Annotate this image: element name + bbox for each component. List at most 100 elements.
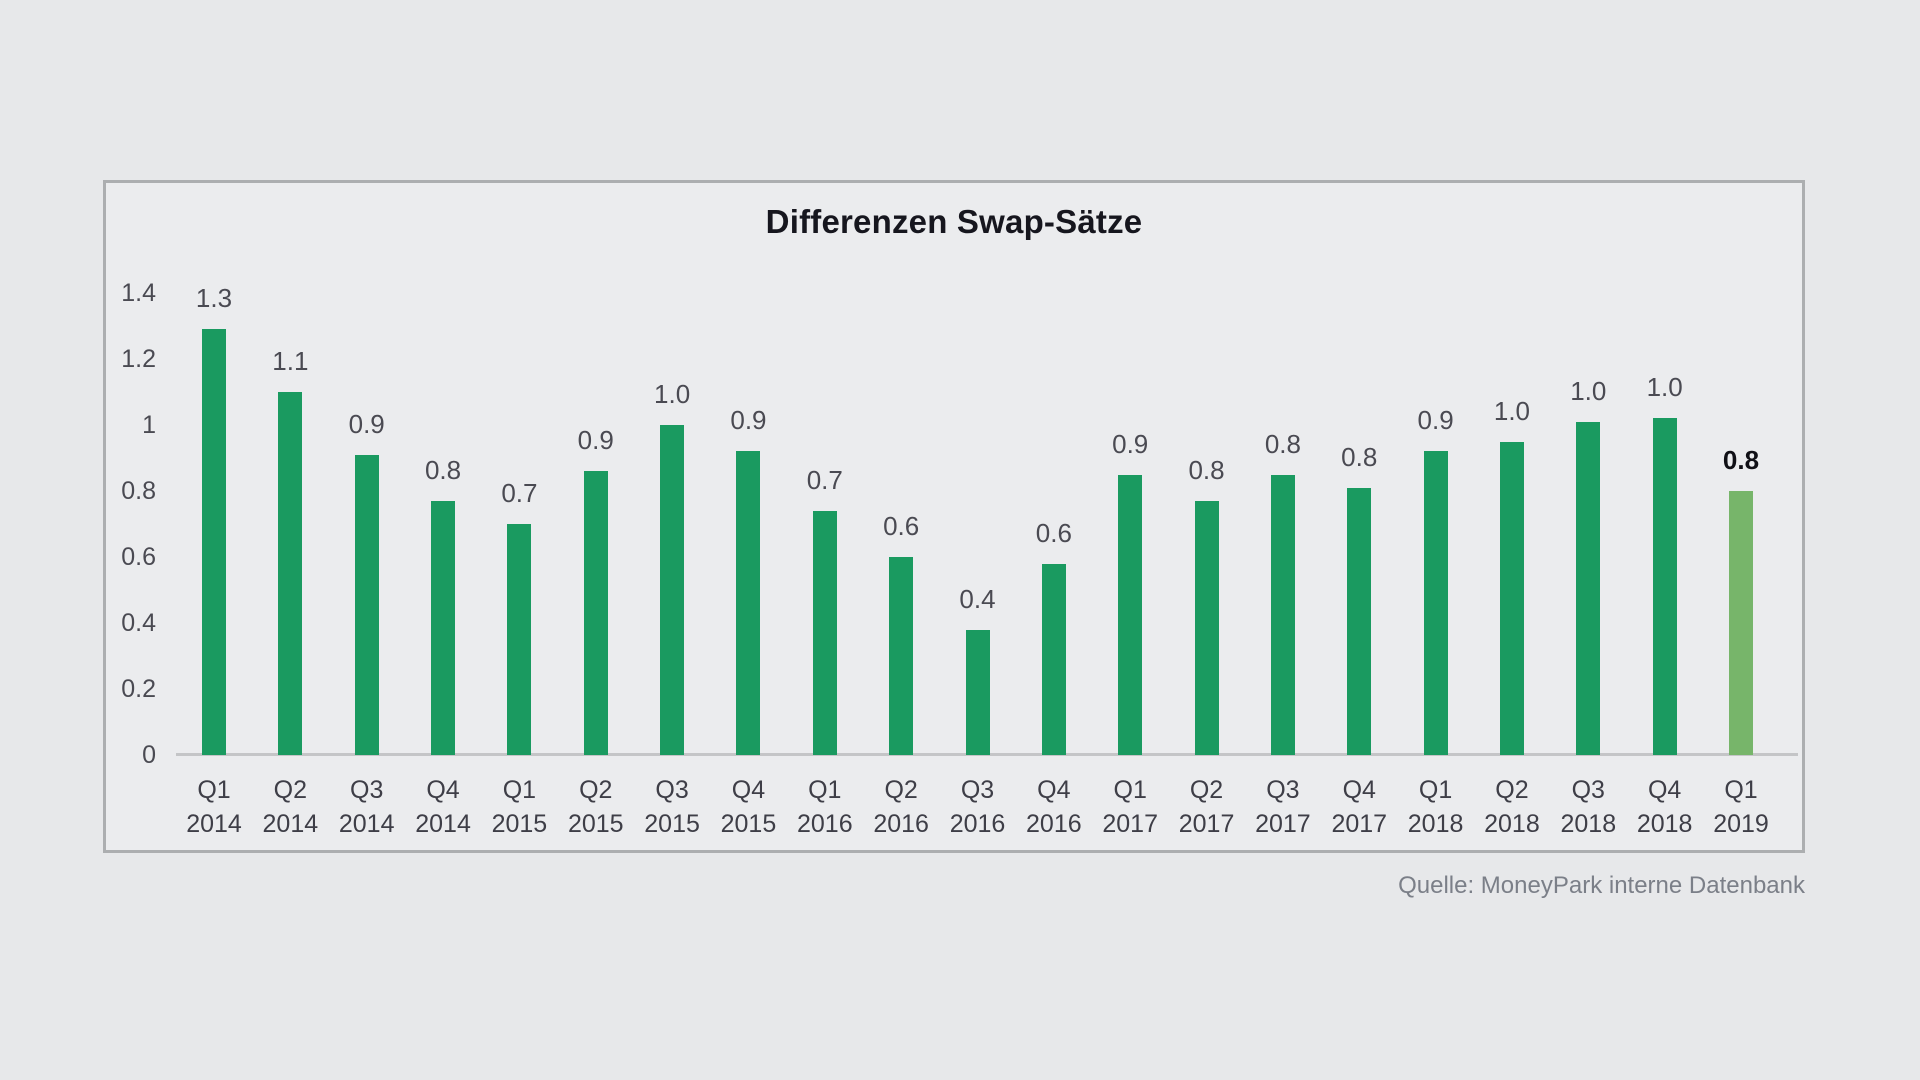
bar-chart-plot: 1.4 1.2 1 0.8 0.6 0.4 0.2 0 1.3 Q1 2014 1.1 Q2 2014 0.… [106,183,1802,850]
bar-value-label: 1.0 [1646,372,1683,403]
bar-value-label: 0.7 [806,464,843,495]
bar-q4-2018 [1652,418,1677,755]
x-label-year: 2018 [1484,810,1540,838]
bar-q3-2016 [965,629,990,755]
bar-value-label: 0.9 [577,425,614,456]
x-label-quarter: Q3 [655,776,689,804]
bar-q3-2014 [354,454,379,755]
x-label-year: 2014 [262,810,319,838]
bar-value-label: 0.7 [501,478,538,508]
x-axis-category-label: Q1 2019 [1691,773,1791,841]
bar-q1-2019 [1729,491,1753,755]
x-label-year: 2018 [1407,810,1464,838]
x-label-year: 2014 [415,810,471,838]
bar-q4-2016 [1041,563,1066,755]
y-axis-tick-label: 0.8 [121,477,156,505]
chart-title: Differenzen Swap-Sätze [765,203,1143,240]
bar-q1-2018 [1423,451,1448,755]
x-axis-category-label: Q1 2016 [775,773,875,841]
x-label-quarter: Q4 [1647,776,1682,804]
x-label-year: 2018 [1560,810,1617,838]
bar-value-label: 0.8 [424,454,462,485]
bar-q4-2017 [1347,487,1372,755]
bar-value-label: 0.9 [730,405,767,436]
y-axis-tick-label: 0 [142,741,156,769]
x-axis-category-label: Q3 2016 [928,773,1028,841]
x-axis-category-label: Q2 2018 [1462,773,1562,841]
bar-value-label: 0.8 [1188,454,1225,485]
x-axis-category-label: Q3 2018 [1538,773,1638,841]
chart-panel: Differenzen Swap-Sätze 1.4 1.2 1 0.8 0.6 0.4 0… [103,180,1805,853]
bar-q2-2015 [583,471,608,755]
x-axis-category-label: Q3 2014 [317,773,417,841]
bar-q4-2014 [431,500,456,755]
bar-value-label: 0.8 [1264,428,1301,459]
x-label-year: 2016 [796,810,853,838]
y-axis-tick-label: 1.2 [121,345,156,373]
x-label-quarter: Q4 [731,776,766,804]
x-axis-category-label: Q4 2016 [1004,773,1104,841]
bar-value-label: 1.1 [272,346,309,376]
bar-q2-2014 [278,392,303,755]
source-caption: Quelle: MoneyPark interne Datenbank [1398,872,1805,899]
x-axis-category-label: Q4 2018 [1615,773,1715,841]
bar-value-label: 1.0 [1570,375,1607,406]
x-axis-category-label: Q1 2014 [164,773,264,841]
x-label-year: 2016 [1026,810,1082,838]
bar-q2-2016 [889,557,914,755]
y-axis-tick-label: 0.6 [121,543,156,571]
bar-q1-2017 [1118,474,1143,755]
bar-q1-2015 [507,524,532,755]
x-label-quarter: Q1 [502,776,537,804]
x-label-quarter: Q3 [1571,776,1605,804]
x-label-year: 2014 [338,810,395,838]
bar-value-label: 0.9 [348,408,385,439]
x-axis-category-label: Q3 2015 [622,773,722,841]
x-label-quarter: Q2 [579,776,613,804]
x-axis-category-label: Q1 2017 [1080,773,1180,841]
x-label-quarter: Q1 [1113,776,1147,804]
x-label-quarter: Q3 [960,776,995,804]
bar-q1-2014 [202,329,226,755]
bar-value-label: 0.4 [959,583,996,614]
x-axis-category-label: Q3 2017 [1233,773,1333,841]
x-label-year: 2015 [644,810,700,838]
bar-q3-2015 [660,425,685,755]
y-axis-tick-label: 1.4 [121,279,156,307]
bar-q2-2018 [1499,441,1524,755]
bar-q2-2017 [1194,500,1219,755]
y-axis-tick-label: 0.4 [121,609,156,637]
x-label-quarter: Q2 [1495,776,1529,804]
x-label-year: 2016 [949,810,1006,838]
bar-value-label: 0.8 [1341,441,1378,472]
x-label-year: 2018 [1636,810,1693,838]
x-label-year: 2015 [491,810,548,838]
x-label-year: 2015 [720,810,777,838]
x-label-quarter: Q2 [884,776,918,804]
x-label-quarter: Q4 [426,776,460,804]
x-label-quarter: Q4 [1342,776,1376,804]
x-label-quarter: Q1 [1724,776,1758,804]
bar-value-label: 0.6 [883,511,920,541]
bar-value-label: 0.9 [1112,428,1149,459]
x-label-year: 2017 [1331,810,1388,838]
x-label-year: 2017 [1178,810,1235,838]
x-label-quarter: Q2 [273,776,308,804]
bar-value-label: 1.0 [654,379,691,409]
x-label-quarter: Q1 [197,776,231,804]
x-axis-category-label: Q2 2015 [546,773,646,841]
x-label-year: 2019 [1713,810,1769,838]
x-axis-category-label: Q2 2016 [851,773,951,841]
x-axis-category-label: Q1 2018 [1386,773,1486,841]
x-axis-category-label: Q1 2015 [469,773,569,841]
y-axis-tick-label: 1 [142,411,156,439]
x-label-year: 2014 [186,810,242,838]
x-axis-category-label: Q2 2017 [1157,773,1257,841]
bar-value-label: 0.8 [1722,445,1760,475]
bar-q1-2016 [812,510,837,755]
x-axis-category-label: Q4 2014 [393,773,493,841]
x-label-year: 2016 [873,810,929,838]
bar-value-label: 0.9 [1417,405,1454,436]
bar-q3-2017 [1270,474,1295,755]
